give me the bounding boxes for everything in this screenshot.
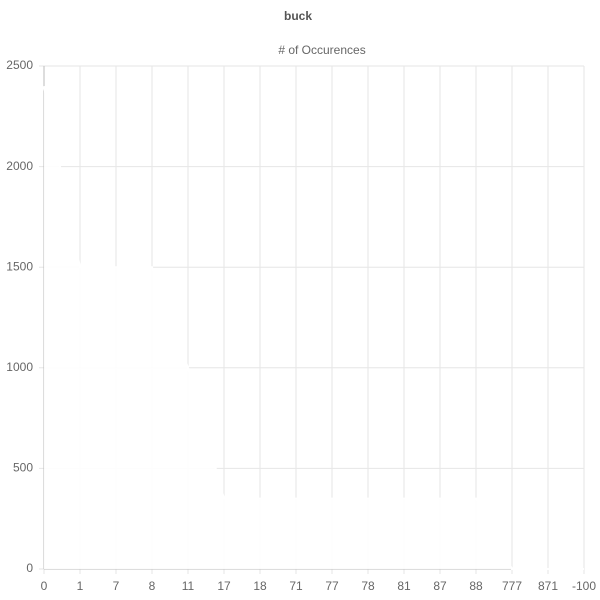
x-tick-label: 88 [469, 579, 483, 593]
x-tick-label: 7 [113, 579, 120, 593]
area [44, 86, 584, 570]
line [43, 85, 584, 570]
x-tick-label: 71 [289, 579, 303, 593]
chart-title: buck [284, 9, 312, 23]
x-tick-label: 18 [253, 579, 267, 593]
x-tick-label: 17 [217, 579, 231, 593]
x-tick-label: -100 [572, 579, 596, 593]
y-tick-label: 2500 [6, 58, 33, 72]
x-tick-label: 0 [41, 579, 48, 593]
x-tick-label: 8 [149, 579, 156, 593]
x-tick-label: 1 [77, 579, 84, 593]
x-tick-label: 77 [325, 579, 339, 593]
y-tick-label: 500 [13, 461, 33, 475]
x-tick-label: 78 [361, 579, 375, 593]
legend-label: # of Occurences [278, 43, 365, 57]
y-tick-label: 1000 [6, 360, 33, 374]
x-tick-label: 777 [502, 579, 522, 593]
legend-swatch [261, 44, 273, 56]
x-tick-label: 87 [433, 579, 447, 593]
y-tick-label: 1500 [6, 259, 33, 273]
x-tick-label: 11 [182, 579, 195, 593]
x-tick-label: 871 [538, 579, 558, 593]
x-tick-label: 81 [397, 579, 411, 593]
y-tick-label: 2000 [6, 159, 33, 173]
y-tick-label: 0 [26, 561, 33, 575]
